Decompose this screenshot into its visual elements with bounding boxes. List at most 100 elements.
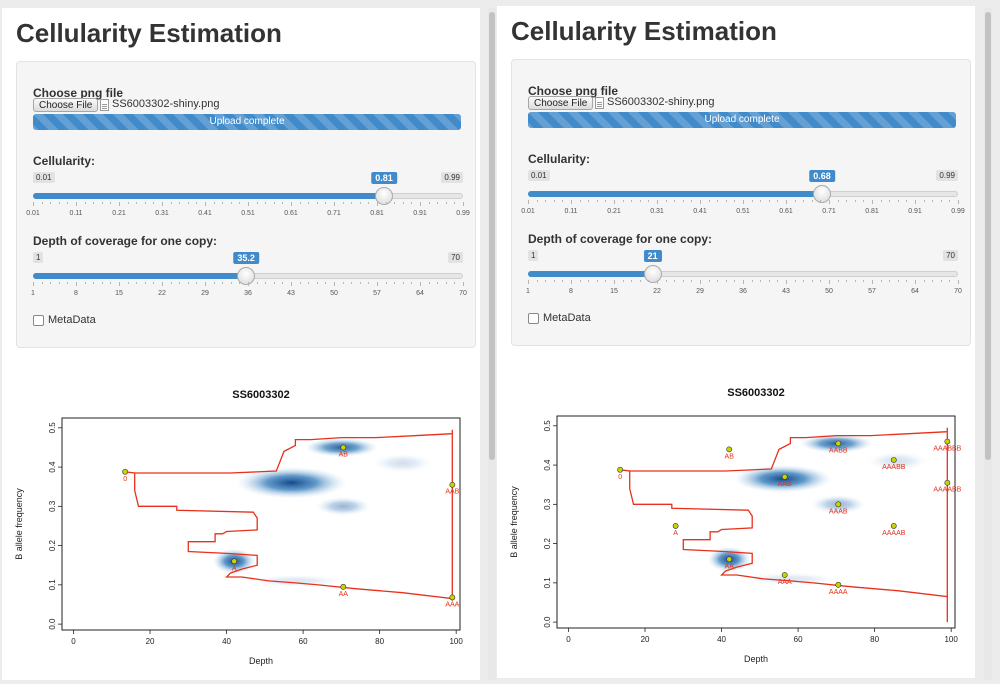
slider-tick: [657, 200, 658, 204]
slider-tick-label: 64: [416, 290, 424, 297]
cellularity-slider[interactable]: 0.01 0.99 0.81 0.01 0.11 0.21 0.31 0.41 0.51 0…: [26, 172, 470, 227]
slider-tick-label: 22: [158, 290, 166, 297]
slider-minor-tick: [588, 280, 590, 282]
slider-tick: [463, 282, 464, 286]
slider-tick-label: 0.21: [112, 210, 126, 217]
depth-slider[interactable]: 1 70 35.2 1 8 15 22 29 36 43 50 57 64 70: [31, 252, 467, 307]
y-tick-label: 0.5: [48, 422, 57, 434]
y-tick-label: 0.0: [48, 618, 57, 630]
slider-minor-tick: [803, 200, 805, 202]
slider-minor-tick: [880, 200, 882, 202]
page-title: Cellularity Estimation: [511, 16, 777, 46]
slider-tick: [248, 282, 249, 286]
slider-tick-label: 70: [459, 290, 467, 297]
slider-tick-label: 0.31: [155, 210, 169, 217]
slider-tick-label: 0.51: [241, 210, 255, 217]
copy-state-label: AAAB: [829, 508, 848, 515]
slider-minor-tick: [437, 202, 439, 204]
slider-minor-tick: [394, 202, 396, 204]
slider-tick: [162, 282, 163, 286]
slider-minor-tick: [179, 282, 181, 284]
slider-minor-tick: [325, 282, 327, 284]
slider-tick: [420, 282, 421, 286]
metadata-checkbox[interactable]: [33, 315, 44, 326]
slider-minor-tick: [949, 280, 951, 282]
slider-minor-tick: [230, 202, 232, 204]
scrollbar-thumb[interactable]: [985, 12, 991, 460]
slider-tick: [829, 280, 830, 284]
slider-minor-tick: [674, 280, 676, 282]
slider-minor-tick: [854, 280, 856, 282]
slider-tick: [76, 202, 77, 206]
slider-minor-tick: [187, 282, 189, 284]
slider-minor-tick: [889, 200, 891, 202]
slider-tick: [958, 200, 959, 204]
copy-state-label: AABB: [829, 447, 848, 454]
copy-state-point: [835, 581, 842, 588]
slider-tick: [162, 202, 163, 206]
depth-slider[interactable]: 1 70 21 1 8 15 22 29 36 43 50 57 64 70: [526, 250, 962, 305]
slider-tick-label: 22: [653, 288, 661, 295]
slider-minor-tick: [820, 280, 822, 282]
choose-file-button[interactable]: Choose File: [33, 98, 99, 112]
slider-minor-tick: [631, 280, 633, 282]
metadata-checkbox[interactable]: [528, 313, 539, 324]
slider-fill: [528, 191, 822, 197]
slider-minor-tick: [153, 282, 155, 284]
slider-minor-tick: [445, 282, 447, 284]
left-scrollbar[interactable]: [488, 8, 496, 680]
x-tick-label: 0: [566, 635, 571, 644]
y-axis-label: B allele frequency: [14, 488, 24, 560]
slider-minor-tick: [760, 200, 762, 202]
slider-minor-tick: [101, 282, 103, 284]
slider-minor-tick: [579, 200, 581, 202]
slider-minor-tick: [622, 280, 624, 282]
slider-minor-tick: [949, 200, 951, 202]
slider-minor-tick: [897, 280, 899, 282]
slider-minor-tick: [863, 200, 865, 202]
slider-minor-tick: [351, 282, 353, 284]
slider-minor-tick: [428, 282, 430, 284]
slider-handle[interactable]: [643, 265, 662, 283]
slider-handle[interactable]: [237, 267, 256, 285]
slider-minor-tick: [41, 282, 43, 284]
slider-minor-tick: [316, 282, 318, 284]
slider-tick: [700, 200, 701, 204]
slider-minor-tick: [897, 200, 899, 202]
file-icon: [595, 97, 604, 109]
slider-minor-tick: [144, 202, 146, 204]
density-blob: [371, 453, 434, 473]
slider-value-label: 35.2: [233, 252, 259, 264]
slider-tick: [76, 282, 77, 286]
slider-handle[interactable]: [812, 185, 831, 203]
slider-minor-tick: [222, 282, 224, 284]
slider-minor-tick: [811, 280, 813, 282]
file-input-label: Choose png file: [33, 86, 123, 100]
cellularity-slider[interactable]: 0.01 0.99 0.68 0.01 0.11 0.21 0.31 0.41 0.51 0…: [521, 170, 965, 225]
scrollbar-thumb[interactable]: [489, 12, 495, 460]
slider-minor-tick: [863, 280, 865, 282]
slider-fill: [528, 271, 653, 277]
density-blob: [246, 574, 345, 588]
metadata-checkbox-label: MetaData: [48, 314, 96, 326]
slider-minor-tick: [308, 202, 310, 204]
slider-minor-tick: [940, 200, 942, 202]
slider-handle[interactable]: [375, 187, 394, 205]
right-scrollbar[interactable]: [984, 8, 992, 680]
slider-minor-tick: [437, 282, 439, 284]
x-tick-label: 60: [299, 637, 308, 646]
x-tick-label: 100: [449, 637, 463, 646]
slider-minor-tick: [682, 200, 684, 202]
slider-tick: [700, 280, 701, 284]
y-tick-label: 0.4: [543, 459, 552, 471]
choose-file-button[interactable]: Choose File: [528, 96, 594, 110]
upload-progress-text: Upload complete: [209, 116, 285, 127]
slider-tick-label: 0.81: [865, 208, 879, 215]
slider-tick-label: 0.11: [69, 210, 83, 217]
x-tick-label: 40: [222, 637, 231, 646]
slider-minor-tick: [256, 282, 258, 284]
slider-max-label: 70: [448, 252, 463, 263]
slider-minor-tick: [794, 280, 796, 282]
slider-tick-label: 0.21: [607, 208, 621, 215]
slider-minor-tick: [708, 280, 710, 282]
